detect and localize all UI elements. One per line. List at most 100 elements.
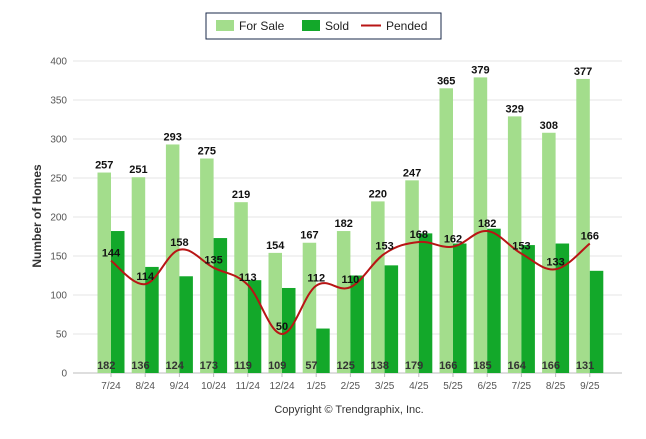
label-sold-6/25: 185: [473, 360, 491, 372]
bar-sold-1/25: [316, 328, 330, 373]
bar-for-sale-6/25: [473, 77, 488, 373]
label-pended-3/25: 153: [375, 241, 393, 253]
label-for-sale-10/24: 275: [198, 146, 216, 158]
legend: For Sale Sold Pended: [205, 12, 442, 40]
x-tick-label-3/25: 3/25: [375, 381, 395, 392]
bar-for-sale-10/24: [200, 158, 214, 373]
label-pended-9/25: 166: [581, 231, 599, 243]
label-for-sale-7/25: 329: [505, 103, 523, 115]
copyright-text: Copyright © Trendgraphix, Inc.: [274, 404, 423, 416]
label-pended-5/25: 162: [444, 234, 462, 246]
label-pended-1/25: 112: [307, 273, 325, 285]
bar-sold-4/25: [418, 233, 433, 373]
legend-label-sold: Sold: [325, 19, 349, 33]
y-tick-label-150: 150: [50, 252, 67, 263]
bar-for-sale-4/25: [405, 180, 419, 373]
x-tick-label-1/25: 1/25: [306, 381, 326, 392]
bar-sold-5/25: [453, 243, 467, 373]
label-sold-8/25: 166: [542, 360, 560, 372]
bar-sold-9/25: [589, 270, 604, 373]
pended-line: [110, 230, 591, 336]
label-for-sale-8/25: 308: [540, 120, 558, 132]
legend-label-for-sale: For Sale: [239, 19, 285, 33]
label-for-sale-3/25: 220: [369, 188, 387, 200]
y-tick-label-300: 300: [50, 135, 67, 146]
bar-for-sale-9/25: [576, 78, 590, 373]
label-sold-9/24: 124: [165, 360, 184, 372]
bar-for-sale-1/25: [302, 242, 317, 373]
y-tick-label-350: 350: [50, 96, 67, 107]
legend-swatch-for-sale: [216, 20, 234, 31]
label-for-sale-2/25: 182: [334, 218, 352, 230]
label-sold-7/25: 164: [507, 360, 526, 372]
label-for-sale-4/25: 247: [403, 167, 421, 179]
legend-box: [205, 12, 442, 40]
label-pended-11/24: 113: [239, 272, 257, 284]
x-tick-label-10/24: 10/24: [201, 381, 226, 392]
y-tick-label-250: 250: [50, 174, 67, 185]
label-pended-2/25: 110: [342, 274, 360, 286]
bar-for-sale-2/25: [336, 231, 351, 373]
bar-sold-8/25: [555, 243, 570, 373]
label-sold-1/25: 57: [305, 360, 317, 372]
x-tick-label-8/25: 8/25: [546, 381, 566, 392]
bar-sold-9/24: [179, 276, 193, 373]
label-pended-4/25: 168: [410, 229, 428, 241]
label-pended-8/25: 133: [546, 256, 564, 268]
x-tick-label-8/24: 8/24: [135, 381, 155, 392]
x-tick-label-4/25: 4/25: [409, 381, 429, 392]
label-for-sale-9/24: 293: [163, 131, 181, 143]
label-pended-6/25: 182: [478, 218, 496, 230]
label-sold-2/25: 125: [336, 360, 354, 372]
label-sold-3/25: 138: [371, 360, 389, 372]
pended-series: [110, 230, 591, 336]
label-for-sale-11/24: 219: [232, 189, 250, 201]
bar-for-sale-7/25: [507, 116, 522, 373]
x-tick-label-5/25: 5/25: [443, 381, 463, 392]
x-tick-label-11/24: 11/24: [236, 381, 261, 392]
label-for-sale-9/25: 377: [574, 66, 592, 78]
label-sold-11/24: 119: [234, 360, 252, 372]
label-pended-7/25: 153: [512, 241, 530, 253]
y-tick-label-100: 100: [50, 291, 67, 302]
x-tick-label-9/25: 9/25: [580, 381, 600, 392]
bar-sold-3/25: [384, 265, 399, 373]
bar-for-sale-8/25: [542, 132, 556, 373]
axes: 0 50 100 150 200 250 300 350 400 7/24 8/24 9/24 10/2…: [50, 57, 622, 392]
data-labels: 257 182 251 136 293 124 275 173 219 119 154 109 167 5…: [95, 64, 599, 372]
label-sold-7/24: 182: [97, 360, 115, 372]
label-pended-10/24: 135: [204, 255, 222, 267]
label-for-sale-6/25: 379: [471, 64, 489, 76]
bar-for-sale-8/24: [131, 177, 146, 373]
bar-for-sale-11/24: [234, 202, 248, 373]
y-tick-label-200: 200: [50, 213, 67, 224]
x-tick-label-12/24: 12/24: [269, 381, 294, 392]
bar-sold-6/25: [487, 228, 501, 373]
bar-for-sale-12/24: [268, 252, 282, 373]
label-sold-12/24: 109: [268, 360, 286, 372]
label-for-sale-12/24: 154: [266, 240, 285, 252]
label-for-sale-1/25: 167: [300, 230, 318, 242]
label-sold-10/24: 173: [200, 360, 218, 372]
label-pended-8/24: 114: [136, 271, 155, 283]
label-sold-5/25: 166: [439, 360, 457, 372]
bar-sold-7/25: [521, 245, 535, 373]
y-tick-label-400: 400: [50, 57, 67, 68]
label-pended-9/24: 158: [170, 237, 188, 249]
legend-swatch-sold: [302, 20, 320, 31]
x-tick-label-7/25: 7/25: [512, 381, 532, 392]
label-pended-12/24: 50: [276, 321, 288, 333]
x-tick-label-7/24: 7/24: [101, 381, 121, 392]
label-for-sale-5/25: 365: [437, 75, 455, 87]
bar-sold-2/25: [350, 275, 364, 373]
label-for-sale-8/24: 251: [129, 164, 147, 176]
label-for-sale-7/24: 257: [95, 160, 113, 172]
legend-label-pended: Pended: [386, 19, 427, 33]
label-sold-4/25: 179: [405, 360, 423, 372]
y-tick-label-0: 0: [61, 369, 67, 380]
x-tick-label-6/25: 6/25: [477, 381, 497, 392]
bar-sold-8/24: [145, 266, 159, 373]
bar-for-sale-5/25: [439, 88, 453, 374]
